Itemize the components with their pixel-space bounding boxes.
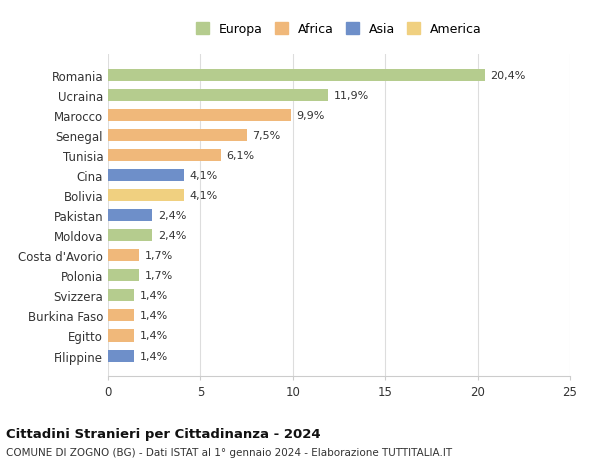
Text: 1,4%: 1,4%: [139, 331, 167, 341]
Text: 1,4%: 1,4%: [139, 311, 167, 321]
Bar: [108, 90, 328, 102]
Text: 4,1%: 4,1%: [190, 191, 218, 201]
Bar: [108, 150, 221, 162]
Text: 11,9%: 11,9%: [334, 91, 369, 101]
Text: 1,7%: 1,7%: [145, 271, 173, 281]
Bar: [108, 130, 247, 142]
Bar: [108, 110, 291, 122]
Text: 1,7%: 1,7%: [145, 251, 173, 261]
Bar: [108, 250, 139, 262]
Text: 20,4%: 20,4%: [491, 71, 526, 81]
Text: COMUNE DI ZOGNO (BG) - Dati ISTAT al 1° gennaio 2024 - Elaborazione TUTTITALIA.I: COMUNE DI ZOGNO (BG) - Dati ISTAT al 1° …: [6, 448, 452, 458]
Bar: [108, 170, 184, 182]
Text: 2,4%: 2,4%: [158, 211, 186, 221]
Text: 1,4%: 1,4%: [139, 351, 167, 361]
Text: Cittadini Stranieri per Cittadinanza - 2024: Cittadini Stranieri per Cittadinanza - 2…: [6, 427, 320, 440]
Bar: [108, 190, 184, 202]
Bar: [108, 290, 134, 302]
Text: 4,1%: 4,1%: [190, 171, 218, 181]
Bar: [108, 270, 139, 282]
Bar: [108, 70, 485, 82]
Text: 2,4%: 2,4%: [158, 231, 186, 241]
Text: 1,4%: 1,4%: [139, 291, 167, 301]
Bar: [108, 310, 134, 322]
Bar: [108, 350, 134, 362]
Text: 9,9%: 9,9%: [296, 111, 325, 121]
Bar: [108, 210, 152, 222]
Legend: Europa, Africa, Asia, America: Europa, Africa, Asia, America: [193, 20, 485, 40]
Bar: [108, 230, 152, 242]
Bar: [108, 330, 134, 342]
Text: 7,5%: 7,5%: [252, 131, 280, 141]
Text: 6,1%: 6,1%: [226, 151, 254, 161]
